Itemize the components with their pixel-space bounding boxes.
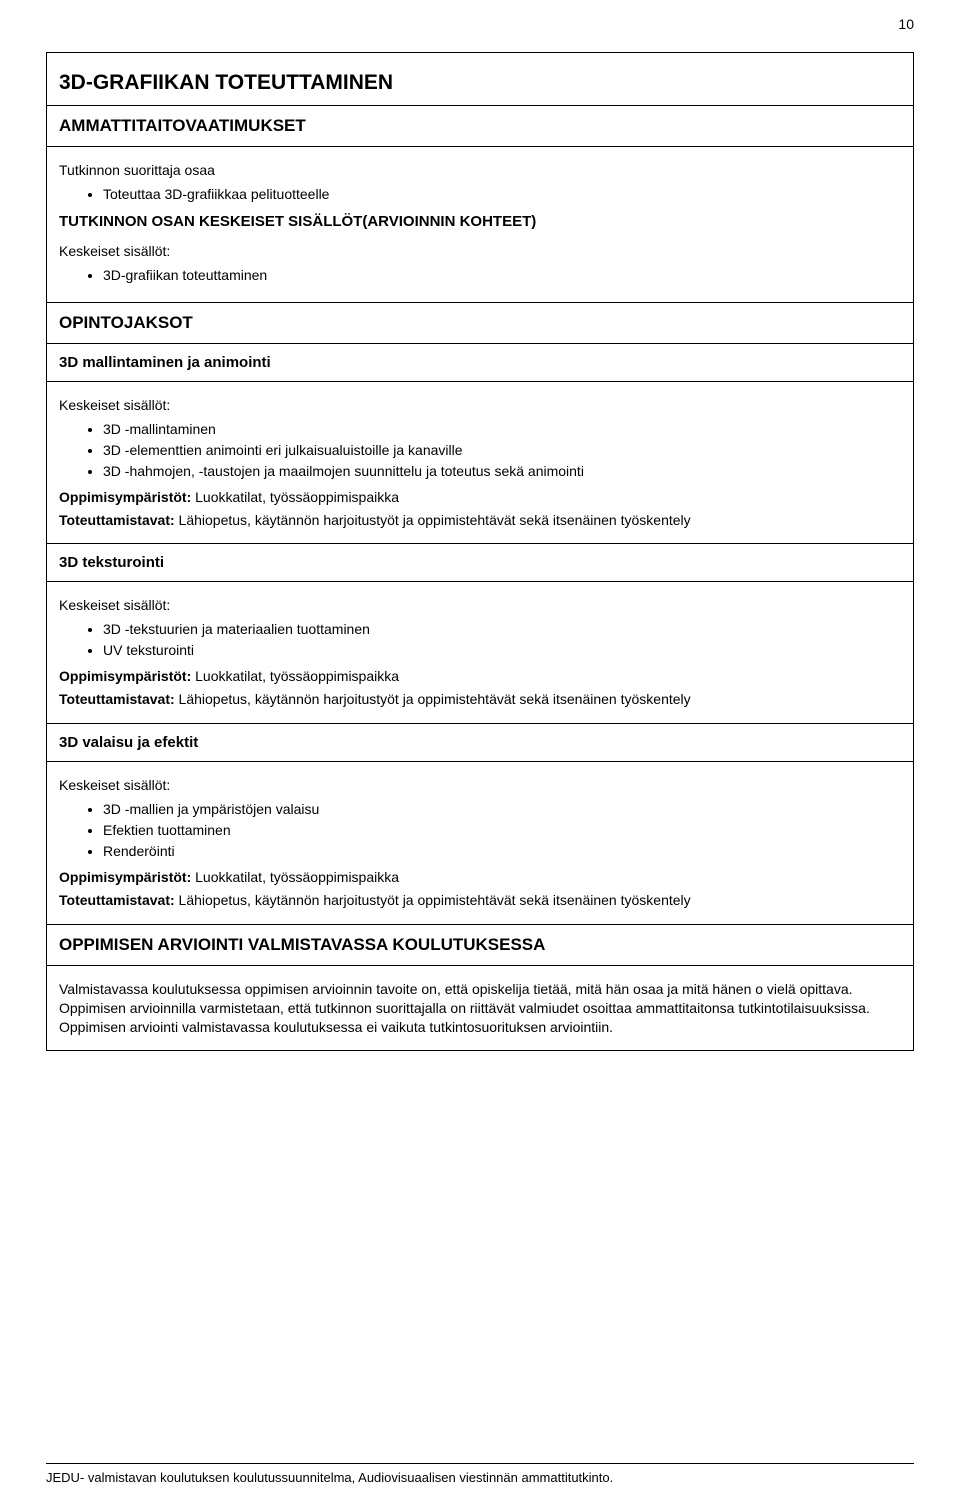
sec1-body: Keskeiset sisällöt: 3D -mallintaminen 3D… <box>47 382 913 545</box>
method-text: Lähiopetus, käytännön harjoitustyöt ja o… <box>175 892 691 908</box>
sec1-bullets: 3D -mallintaminen 3D -elementtien animoi… <box>59 419 903 482</box>
sec2-env: Oppimisympäristöt: Luokkatilat, työssäop… <box>59 667 903 686</box>
list-item: 3D -tekstuurien ja materiaalien tuottami… <box>103 619 903 640</box>
list-item: UV teksturointi <box>103 640 903 661</box>
method-label: Toteuttamistavat: <box>59 892 175 908</box>
arviointi-heading-cell: OPPIMISEN ARVIOINTI VALMISTAVASSA KOULUT… <box>47 925 913 966</box>
list-item: Renderöinti <box>103 841 903 862</box>
method-label: Toteuttamistavat: <box>59 512 175 528</box>
sec3-title-cell: 3D valaisu ja efektit <box>47 724 913 762</box>
footer: JEDU- valmistavan koulutuksen koulutussu… <box>46 1463 914 1485</box>
list-item: Efektien tuottaminen <box>103 820 903 841</box>
sec1-method: Toteuttamistavat: Lähiopetus, käytännön … <box>59 511 903 530</box>
sec3-method: Toteuttamistavat: Lähiopetus, käytännön … <box>59 891 903 910</box>
main-title: 3D-GRAFIIKAN TOTEUTTAMINEN <box>47 53 913 106</box>
sec3-title: 3D valaisu ja efektit <box>59 734 903 751</box>
content-box: 3D-GRAFIIKAN TOTEUTTAMINEN AMMATTITAITOV… <box>46 52 914 1051</box>
keskeiset-label: Keskeiset sisällöt: <box>59 776 903 795</box>
sec3-bullets: 3D -mallien ja ympäristöjen valaisu Efek… <box>59 799 903 862</box>
method-text: Lähiopetus, käytännön harjoitustyöt ja o… <box>175 691 691 707</box>
env-text: Luokkatilat, työssäoppimispaikka <box>191 668 399 684</box>
ammattit-intro: Tutkinnon suorittaja osaa <box>59 161 903 180</box>
list-item: 3D -hahmojen, -taustojen ja maailmojen s… <box>103 461 903 482</box>
list-item: 3D -mallintaminen <box>103 419 903 440</box>
osan-heading: TUTKINNON OSAN KESKEISET SISÄLLÖT(ARVIOI… <box>59 213 903 230</box>
ammattit-bullets: Toteuttaa 3D-grafiikkaa pelituotteelle <box>59 184 903 205</box>
list-item: 3D -mallien ja ympäristöjen valaisu <box>103 799 903 820</box>
osan-bullets: 3D-grafiikan toteuttaminen <box>59 265 903 286</box>
sec1-title-cell: 3D mallintaminen ja animointi <box>47 344 913 382</box>
sec1-title: 3D mallintaminen ja animointi <box>59 354 903 371</box>
sec3-body: Keskeiset sisällöt: 3D -mallien ja ympär… <box>47 762 913 925</box>
list-item: 3D-grafiikan toteuttaminen <box>103 265 903 286</box>
list-item: Toteuttaa 3D-grafiikkaa pelituotteelle <box>103 184 903 205</box>
keskeiset-label: Keskeiset sisällöt: <box>59 396 903 415</box>
env-label: Oppimisympäristöt: <box>59 489 191 505</box>
opintojaksot-section: OPINTOJAKSOT <box>47 303 913 344</box>
env-label: Oppimisympäristöt: <box>59 869 191 885</box>
keskeiset-label: Keskeiset sisällöt: <box>59 242 903 261</box>
ammattit-heading: AMMATTITAITOVAATIMUKSET <box>59 116 903 136</box>
arviointi-body: Valmistavassa koulutuksessa oppimisen ar… <box>59 980 903 1037</box>
arviointi-body-cell: Valmistavassa koulutuksessa oppimisen ar… <box>47 966 913 1051</box>
env-label: Oppimisympäristöt: <box>59 668 191 684</box>
sec2-title-cell: 3D teksturointi <box>47 544 913 582</box>
arviointi-heading: OPPIMISEN ARVIOINTI VALMISTAVASSA KOULUT… <box>59 935 903 955</box>
page: 10 3D-GRAFIIKAN TOTEUTTAMINEN AMMATTITAI… <box>0 0 960 1509</box>
page-number: 10 <box>898 16 914 32</box>
sec1-env: Oppimisympäristöt: Luokkatilat, työssäop… <box>59 488 903 507</box>
sec2-bullets: 3D -tekstuurien ja materiaalien tuottami… <box>59 619 903 661</box>
method-text: Lähiopetus, käytännön harjoitustyöt ja o… <box>175 512 691 528</box>
sec3-env: Oppimisympäristöt: Luokkatilat, työssäop… <box>59 868 903 887</box>
env-text: Luokkatilat, työssäoppimispaikka <box>191 869 399 885</box>
sec2-title: 3D teksturointi <box>59 554 903 571</box>
sec2-method: Toteuttamistavat: Lähiopetus, käytännön … <box>59 690 903 709</box>
env-text: Luokkatilat, työssäoppimispaikka <box>191 489 399 505</box>
keskeiset-label: Keskeiset sisällöt: <box>59 596 903 615</box>
opintojaksot-heading: OPINTOJAKSOT <box>59 313 903 333</box>
ammattit-section: AMMATTITAITOVAATIMUKSET <box>47 106 913 147</box>
ammattit-body: Tutkinnon suorittaja osaa Toteuttaa 3D-g… <box>47 147 913 303</box>
list-item: 3D -elementtien animointi eri julkaisual… <box>103 440 903 461</box>
sec2-body: Keskeiset sisällöt: 3D -tekstuurien ja m… <box>47 582 913 724</box>
method-label: Toteuttamistavat: <box>59 691 175 707</box>
